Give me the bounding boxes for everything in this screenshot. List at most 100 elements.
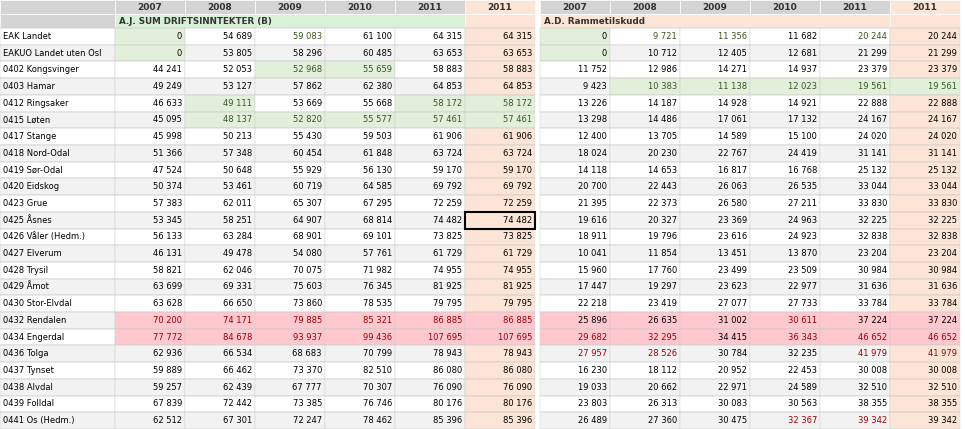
Text: 99 436: 99 436 <box>363 332 392 341</box>
Text: 46 633: 46 633 <box>152 99 182 108</box>
Bar <box>465 396 535 412</box>
Bar <box>890 278 960 295</box>
Text: 21 395: 21 395 <box>578 199 607 208</box>
Text: 52 968: 52 968 <box>292 65 322 74</box>
Bar <box>540 0 610 14</box>
Text: 33 044: 33 044 <box>928 182 957 191</box>
Bar <box>535 195 540 212</box>
Text: 0430 Stor-Elvdal: 0430 Stor-Elvdal <box>3 299 71 308</box>
Text: 28 526: 28 526 <box>648 349 677 358</box>
Text: 18 112: 18 112 <box>648 366 677 375</box>
Text: 86 080: 86 080 <box>503 366 532 375</box>
Bar <box>0 312 115 329</box>
Bar <box>750 345 820 362</box>
Text: 0426 Våler (Hedm.): 0426 Våler (Hedm.) <box>3 233 85 242</box>
Text: 32 367: 32 367 <box>787 416 817 425</box>
Text: 26 580: 26 580 <box>718 199 747 208</box>
Text: 18 024: 18 024 <box>578 149 607 158</box>
Text: 73 370: 73 370 <box>292 366 322 375</box>
Text: 2011: 2011 <box>842 3 868 12</box>
Text: 0417 Stange: 0417 Stange <box>3 132 56 141</box>
Bar <box>325 396 395 412</box>
Bar <box>185 379 255 396</box>
Bar <box>185 295 255 312</box>
Text: 14 937: 14 937 <box>787 65 817 74</box>
Bar <box>465 345 535 362</box>
Bar <box>465 128 535 145</box>
Bar <box>540 178 610 195</box>
Text: 85 321: 85 321 <box>363 316 392 325</box>
Text: 59 170: 59 170 <box>433 166 462 175</box>
Bar <box>115 262 185 278</box>
Text: 0427 Elverum: 0427 Elverum <box>3 249 62 258</box>
Bar <box>465 362 535 379</box>
Text: 13 298: 13 298 <box>578 115 607 124</box>
Bar <box>325 128 395 145</box>
Text: 20 952: 20 952 <box>718 366 747 375</box>
Bar <box>115 45 185 61</box>
Bar <box>185 345 255 362</box>
Bar <box>820 396 890 412</box>
Bar <box>0 178 115 195</box>
Bar <box>535 212 540 229</box>
Text: 32 510: 32 510 <box>928 383 957 392</box>
Bar <box>325 345 395 362</box>
Bar <box>0 14 115 28</box>
Text: 73 860: 73 860 <box>292 299 322 308</box>
Bar <box>750 262 820 278</box>
Bar <box>185 195 255 212</box>
Bar <box>185 329 255 345</box>
Bar <box>0 245 115 262</box>
Text: 14 653: 14 653 <box>648 166 677 175</box>
Bar <box>325 295 395 312</box>
Text: 58 296: 58 296 <box>292 48 322 57</box>
Text: 59 257: 59 257 <box>153 383 182 392</box>
Text: 22 218: 22 218 <box>578 299 607 308</box>
Text: 27 211: 27 211 <box>788 199 817 208</box>
Bar <box>325 229 395 245</box>
Bar <box>820 245 890 262</box>
Bar <box>255 95 325 112</box>
Bar <box>820 61 890 78</box>
Bar <box>610 145 680 162</box>
Bar <box>890 262 960 278</box>
Bar <box>820 195 890 212</box>
Text: 2009: 2009 <box>703 3 728 12</box>
Bar <box>255 379 325 396</box>
Text: 69 792: 69 792 <box>503 182 532 191</box>
Bar <box>680 95 750 112</box>
Text: 27 077: 27 077 <box>718 299 747 308</box>
Text: 11 752: 11 752 <box>578 65 607 74</box>
Bar <box>890 78 960 95</box>
Bar <box>255 0 325 14</box>
Bar <box>610 0 680 14</box>
Bar <box>680 0 750 14</box>
Text: 16 817: 16 817 <box>718 166 747 175</box>
Bar <box>535 362 540 379</box>
Text: 14 187: 14 187 <box>648 99 677 108</box>
Text: 30 083: 30 083 <box>718 399 747 408</box>
Bar <box>680 396 750 412</box>
Bar <box>890 212 960 229</box>
Text: 86 080: 86 080 <box>432 366 462 375</box>
Bar <box>465 278 535 295</box>
Bar <box>820 45 890 61</box>
Bar <box>325 245 395 262</box>
Text: 16 768: 16 768 <box>787 166 817 175</box>
Bar <box>255 145 325 162</box>
Bar <box>680 295 750 312</box>
Text: 0: 0 <box>177 32 182 41</box>
Bar <box>750 28 820 45</box>
Text: 24 167: 24 167 <box>928 115 957 124</box>
Bar <box>0 28 115 45</box>
Bar <box>325 145 395 162</box>
Text: 41 979: 41 979 <box>928 349 957 358</box>
Text: 0418 Nord-Odal: 0418 Nord-Odal <box>3 149 69 158</box>
Bar <box>535 412 540 429</box>
Text: 81 925: 81 925 <box>433 282 462 291</box>
Text: 57 348: 57 348 <box>223 149 252 158</box>
Bar <box>535 128 540 145</box>
Text: 2010: 2010 <box>347 3 372 12</box>
Bar <box>540 295 610 312</box>
Bar <box>540 412 610 429</box>
